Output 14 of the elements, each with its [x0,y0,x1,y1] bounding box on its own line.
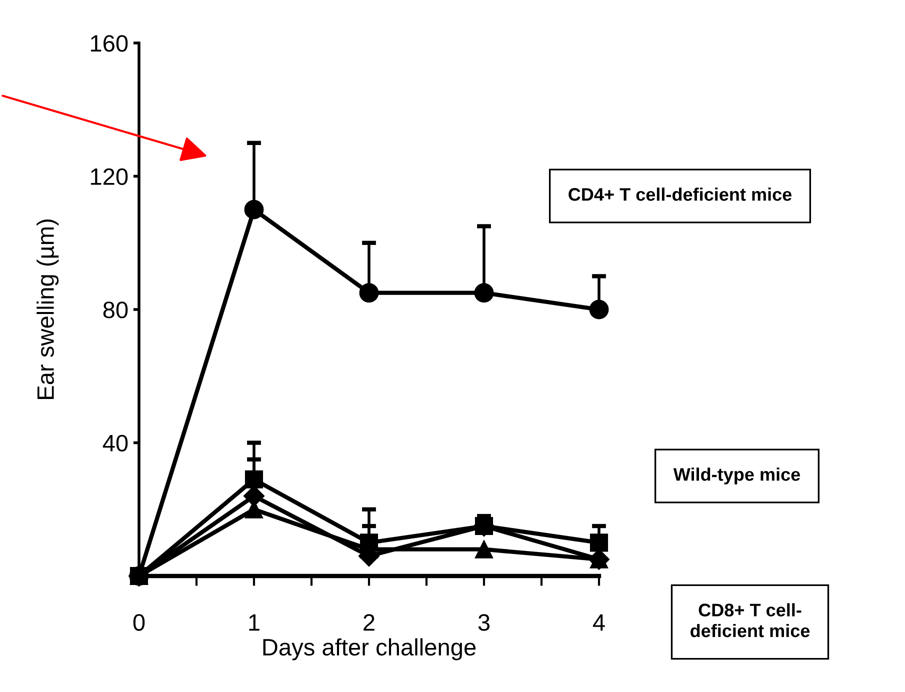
y-tick-label: 160 [90,35,128,52]
y-axis-title: Ear swelling (µm) [36,220,59,399]
x-tick-label: 2 [364,614,374,631]
x-tick-label: 3 [478,614,490,631]
x-tick-label: 1 [249,614,260,631]
y-tick-label: 80 [103,302,128,318]
text: CD8+ T cell- deficient mice [690,603,810,638]
y-tick-label: 40 [102,434,128,452]
annotation: CD4+ T cell-deficient mice [568,188,792,201]
y-tick-label: 120 [90,168,128,186]
x-tick-label: 4 [592,614,605,631]
x-axis-title: Days after challenge [263,638,476,660]
text: Wild-type mice [673,468,800,484]
x-tick-label: 0 [133,614,145,631]
